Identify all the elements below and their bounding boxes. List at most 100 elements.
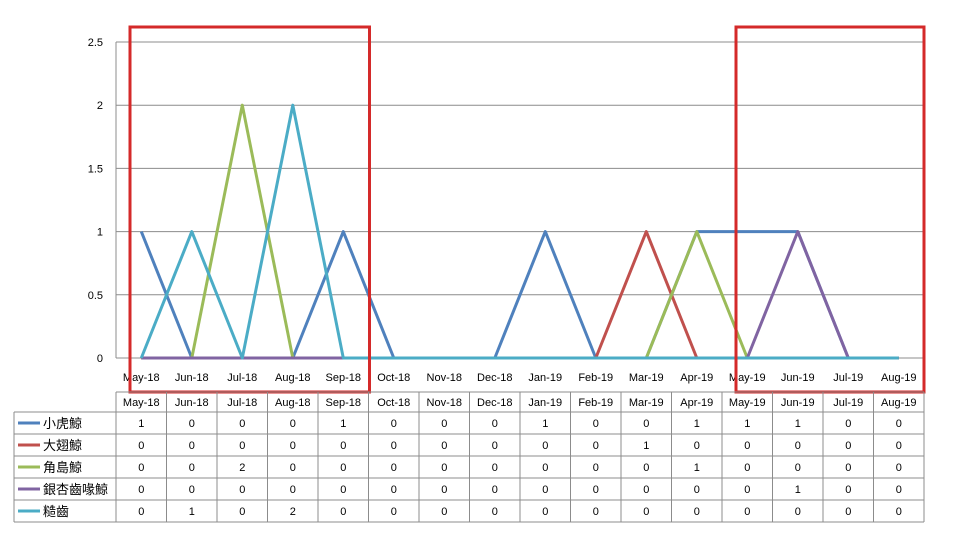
table-cell: 0: [643, 484, 649, 496]
table-cell: 0: [239, 418, 245, 430]
x-tick-label: Jun-18: [175, 372, 209, 384]
x-tick-label: Feb-19: [578, 372, 613, 384]
table-cell: 0: [290, 484, 296, 496]
table-cell: 0: [290, 418, 296, 430]
table-cell: 1: [138, 418, 144, 430]
table-header-label: Aug-19: [881, 397, 916, 409]
table-header-label: Sep-18: [326, 397, 361, 409]
table-cell: 0: [441, 462, 447, 474]
table-cell: 0: [189, 484, 195, 496]
table-cell: 0: [340, 440, 346, 452]
x-tick-label: May-19: [729, 372, 766, 384]
table-cell: 1: [795, 418, 801, 430]
table-cell: 0: [643, 506, 649, 518]
y-tick-label: 2.5: [88, 37, 103, 49]
table-cell: 0: [441, 418, 447, 430]
table-cell: 0: [290, 462, 296, 474]
highlight-box: [734, 25, 926, 394]
table-cell: 0: [189, 440, 195, 452]
table-header-label: Feb-19: [578, 397, 613, 409]
table-cell: 0: [189, 462, 195, 474]
x-tick-label: Aug-18: [275, 372, 310, 384]
table-cell: 0: [896, 440, 902, 452]
table-cell: 0: [593, 484, 599, 496]
table-header-label: Nov-18: [427, 397, 462, 409]
gridlines: [116, 41, 924, 359]
table-cell: 1: [694, 418, 700, 430]
highlight-box: [128, 25, 371, 394]
legend-label: 角島鯨: [43, 461, 82, 476]
y-tick-label: 1: [97, 227, 103, 239]
table-cell: 0: [492, 440, 498, 452]
highlight-boxes: [128, 25, 926, 394]
table-cell: 0: [138, 484, 144, 496]
table-cell: 1: [643, 440, 649, 452]
series-lines: [139, 103, 899, 360]
table-cell: 0: [694, 506, 700, 518]
table-cell: 0: [492, 418, 498, 430]
y-tick-label: 2: [97, 100, 103, 112]
x-tick-label: Aug-19: [881, 372, 916, 384]
x-tick-label: May-18: [123, 372, 160, 384]
table-header-label: Aug-18: [275, 397, 310, 409]
table-cell: 0: [542, 462, 548, 474]
table-cell: 0: [795, 440, 801, 452]
x-tick-label: Sep-18: [326, 372, 361, 384]
table-cell: 0: [845, 462, 851, 474]
table-cell: 0: [643, 462, 649, 474]
table-cell: 0: [593, 506, 599, 518]
table-cell: 2: [239, 462, 245, 474]
x-tick-label: Jul-19: [833, 372, 863, 384]
table-cell: 0: [340, 462, 346, 474]
table-cell: 0: [896, 484, 902, 496]
x-tick-label: Oct-18: [377, 372, 410, 384]
table-cell: 0: [744, 484, 750, 496]
table-cell: 1: [694, 462, 700, 474]
table-cell: 0: [694, 440, 700, 452]
legend-label: 大翅鯨: [43, 438, 82, 454]
table-cell: 0: [744, 506, 750, 518]
table-cell: 0: [290, 440, 296, 452]
table-cell: 1: [340, 418, 346, 430]
table-cell: 0: [391, 484, 397, 496]
table-cell: 0: [845, 418, 851, 430]
table-cell: 0: [542, 484, 548, 496]
table-cell: 0: [340, 506, 346, 518]
table-cell: 2: [290, 506, 296, 518]
table-cell: 0: [391, 418, 397, 430]
table-cell: 0: [391, 506, 397, 518]
table-cell: 0: [593, 462, 599, 474]
table-header-label: Jan-19: [528, 397, 562, 409]
table-cell: 0: [795, 506, 801, 518]
table-cell: 1: [744, 418, 750, 430]
table-cell: 0: [896, 506, 902, 518]
table-cell: 0: [138, 440, 144, 452]
x-tick-label: Jul-18: [227, 372, 257, 384]
y-tick-label: 0.5: [88, 290, 103, 302]
table-cell: 0: [845, 440, 851, 452]
table-header-label: Apr-19: [680, 397, 713, 409]
x-tick-label: Nov-18: [427, 372, 462, 384]
table-cell: 0: [542, 506, 548, 518]
table-cell: 0: [239, 484, 245, 496]
table-cell: 0: [492, 506, 498, 518]
table-cell: 0: [441, 440, 447, 452]
table-cell: 0: [391, 462, 397, 474]
table-cell: 0: [795, 462, 801, 474]
table-header-label: May-18: [123, 397, 160, 409]
table-cell: 0: [138, 462, 144, 474]
series-line: [139, 103, 899, 360]
y-axis: 0 0.5 1 1.5 2 2.5: [88, 37, 117, 365]
table-cell: 0: [492, 462, 498, 474]
table-cell: 0: [593, 418, 599, 430]
table-cell: 0: [542, 440, 548, 452]
table-header-label: Jul-18: [227, 397, 257, 409]
table-cell: 0: [643, 418, 649, 430]
x-tick-label: Dec-18: [477, 372, 512, 384]
table-header-label: Jun-18: [175, 397, 209, 409]
table-cell: 0: [239, 506, 245, 518]
legend-label: 糙齒: [43, 505, 69, 520]
table-header-label: Jun-19: [781, 397, 815, 409]
table-cell: 0: [896, 462, 902, 474]
